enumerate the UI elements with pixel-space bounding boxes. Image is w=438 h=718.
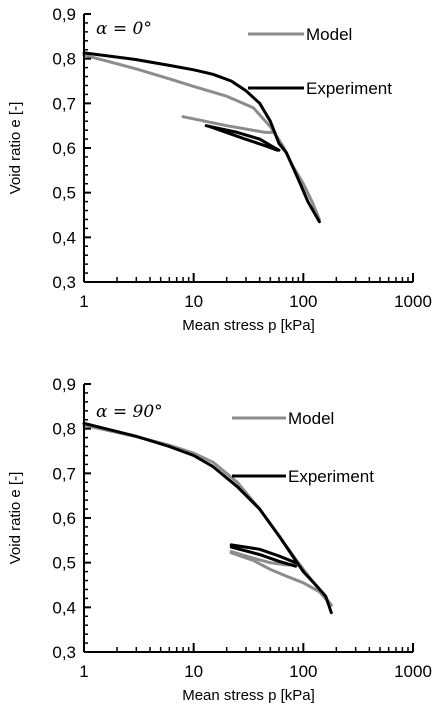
y-axis-title: Void ratio e [-]	[7, 472, 24, 565]
x-tick-label: 1	[79, 292, 88, 311]
y-tick-label: 0,5	[52, 184, 76, 203]
x-axis-title: Mean stress p [kPa]	[182, 317, 315, 334]
y-tick-label: 0,7	[52, 94, 76, 113]
series-experiment-line	[229, 543, 298, 565]
series-layer	[82, 421, 333, 615]
series-experiment-line	[82, 421, 333, 615]
y-tick-label: 0,7	[52, 464, 76, 483]
y-tick-label: 0,9	[52, 375, 76, 394]
y-tick-label: 0,5	[52, 554, 76, 573]
y-tick-label: 0,6	[52, 509, 76, 528]
y-tick-label: 0,4	[52, 598, 76, 617]
y-tick-label: 0,4	[52, 228, 76, 247]
legend: Model Experiment	[232, 409, 374, 486]
legend-label-experiment: Experiment	[306, 79, 392, 98]
alpha-annotation: α = 90°	[96, 402, 163, 422]
y-axis-title: Void ratio e [-]	[7, 102, 24, 195]
y-tick-label: 0,9	[52, 5, 76, 24]
tick-layer: 0,3 0,4 0,5 0,6 0,7 0,8 0,9 1 10 100 1000	[52, 5, 432, 311]
legend-label-model: Model	[288, 409, 334, 428]
chart-panel-alpha-0: 0,3 0,4 0,5 0,6 0,7 0,8 0,9 1 10 100 1000 α = 0° M…	[7, 5, 432, 334]
legend: Model Experiment	[248, 25, 392, 98]
y-tick-label: 0,8	[52, 420, 76, 439]
x-tick-label: 10	[184, 292, 203, 311]
y-tick-label: 0,6	[52, 139, 76, 158]
y-tick-label: 0,8	[52, 50, 76, 69]
y-tick-label: 0,3	[52, 273, 76, 292]
x-tick-label: 10	[184, 662, 203, 681]
x-tick-label: 1000	[394, 662, 432, 681]
chart-panel-alpha-90: 0,30,40,50,60,70,80,91 10 100 1000 α = 90° …	[7, 375, 432, 704]
x-tick-label: 1000	[394, 292, 432, 311]
x-tick-label: 100	[289, 292, 317, 311]
series-layer	[82, 51, 321, 224]
series-experiment-line	[82, 51, 321, 224]
series-model-line	[82, 53, 321, 221]
x-axis-title: Mean stress p [kPa]	[182, 687, 315, 704]
series-experiment-line	[229, 545, 298, 568]
y-tick-label: 0,3	[52, 643, 76, 662]
series-experiment-line	[208, 125, 279, 152]
legend-label-experiment: Experiment	[288, 467, 374, 486]
legend-label-model: Model	[306, 25, 352, 44]
tick-layer: 0,3 0,4 0,5 0,6 0,7 0,8 0,9 1 10 100 1000	[52, 375, 432, 681]
alpha-annotation: α = 0°	[96, 19, 152, 39]
x-tick-label: 100	[289, 662, 317, 681]
x-tick-label: 1	[79, 662, 88, 681]
series-model-line	[181, 115, 277, 134]
series-model-line	[229, 551, 333, 607]
